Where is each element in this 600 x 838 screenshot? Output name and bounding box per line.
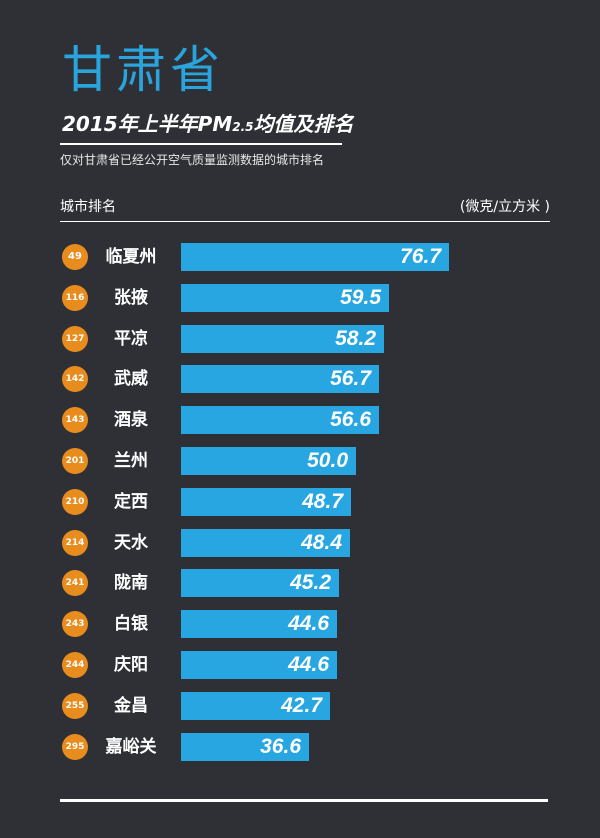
rank-badge: 49	[62, 244, 88, 270]
value-label: 48.7	[302, 489, 343, 513]
bar	[181, 283, 389, 312]
bar-row: 143 酒泉 56.6	[0, 405, 600, 435]
chart-subtitle: 仅对甘肃省已经公开空气质量监测数据的城市排名	[60, 153, 325, 167]
city-label: 嘉峪关	[105, 736, 157, 757]
city-label: 定西	[114, 491, 148, 512]
title-main: 2015年上半年PM	[62, 112, 233, 136]
bar-row: 241 陇南 45.2	[0, 568, 600, 598]
bar-row: 116 张掖 59.5	[0, 283, 600, 313]
city-label: 平凉	[114, 328, 148, 349]
bar-row: 201 兰州 50.0	[0, 446, 600, 476]
city-label: 庆阳	[114, 655, 148, 675]
bar	[181, 324, 384, 353]
rank-badge: 241	[62, 570, 88, 597]
city-label: 金昌	[114, 695, 148, 716]
bar-row: 49 临夏州 76.7	[0, 242, 600, 272]
rank-badge: 244	[62, 652, 88, 678]
province-title: 甘肃省	[62, 41, 224, 99]
value-label: 76.7	[400, 245, 441, 268]
value-label: 56.7	[330, 367, 371, 391]
bar	[181, 569, 339, 598]
value-label: 36.6	[260, 734, 301, 758]
rank-badge: 116	[62, 284, 88, 311]
bar	[181, 528, 350, 557]
bar	[181, 691, 330, 720]
rank-badge: 295	[62, 733, 88, 760]
city-label: 酒泉	[114, 410, 148, 431]
title-tail: 均值及排名	[253, 112, 354, 136]
bar	[181, 732, 309, 761]
bar-row: 127 平凉 58.2	[0, 324, 600, 354]
city-label: 白银	[114, 614, 148, 635]
rank-badge: 201	[62, 448, 88, 474]
city-label: 天水	[114, 532, 148, 553]
bar	[181, 610, 337, 639]
bar	[181, 487, 351, 516]
column-header-rank: 城市排名	[60, 199, 116, 215]
chart-title: 2015年上半年PM2.5均值及排名	[62, 108, 354, 137]
value-label: 50.0	[307, 449, 348, 472]
bar-row: 210 定西 48.7	[0, 487, 600, 517]
bar-row: 243 白银 44.6	[0, 609, 600, 639]
value-label: 44.6	[288, 653, 329, 676]
header-divider	[60, 221, 550, 222]
bar-row: 255 金昌 42.7	[0, 691, 600, 721]
title-subscript: 2.5	[232, 120, 254, 134]
bar-row: 214 天水 48.4	[0, 528, 600, 558]
rank-badge: 255	[62, 692, 88, 719]
rank-badge: 143	[62, 407, 88, 434]
rank-badge: 243	[62, 611, 88, 638]
bar	[181, 243, 449, 271]
value-label: 42.7	[281, 693, 322, 717]
bottom-divider	[60, 799, 548, 802]
value-label: 56.6	[330, 408, 371, 432]
bar-row: 244 庆阳 44.6	[0, 650, 600, 680]
bar-row: 142 武威 56.7	[0, 364, 600, 394]
city-label: 武威	[114, 369, 148, 390]
value-label: 59.5	[340, 285, 381, 309]
value-label: 44.6	[288, 612, 329, 636]
city-label: 陇南	[114, 573, 148, 594]
column-header-unit: (微克/立方米 )	[459, 199, 550, 215]
city-label: 张掖	[114, 287, 148, 308]
bar	[181, 651, 337, 679]
city-label: 兰州	[114, 451, 148, 471]
rank-badge: 142	[62, 366, 88, 393]
bar	[181, 406, 379, 435]
bar	[181, 365, 379, 394]
title-underline	[60, 143, 342, 145]
bar-row: 295 嘉峪关 36.6	[0, 732, 600, 762]
value-label: 48.4	[301, 530, 342, 554]
bar	[181, 447, 356, 475]
value-label: 45.2	[290, 571, 331, 595]
rank-badge: 210	[62, 488, 88, 515]
rank-badge: 127	[62, 325, 88, 352]
city-label: 临夏州	[105, 247, 157, 267]
value-label: 58.2	[335, 326, 376, 350]
rank-badge: 214	[62, 529, 88, 556]
